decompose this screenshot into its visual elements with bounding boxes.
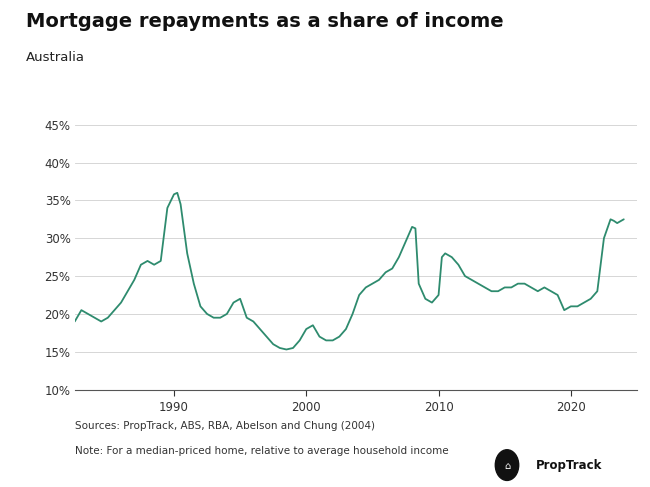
- Text: PropTrack: PropTrack: [536, 459, 603, 471]
- Text: Note: For a median-priced home, relative to average household income: Note: For a median-priced home, relative…: [75, 446, 448, 456]
- Text: Mortgage repayments as a share of income: Mortgage repayments as a share of income: [26, 12, 504, 31]
- Text: ⌂: ⌂: [504, 461, 510, 471]
- Circle shape: [495, 450, 519, 480]
- Text: Sources: PropTrack, ABS, RBA, Abelson and Chung (2004): Sources: PropTrack, ABS, RBA, Abelson an…: [75, 421, 375, 431]
- Text: Australia: Australia: [26, 51, 85, 64]
